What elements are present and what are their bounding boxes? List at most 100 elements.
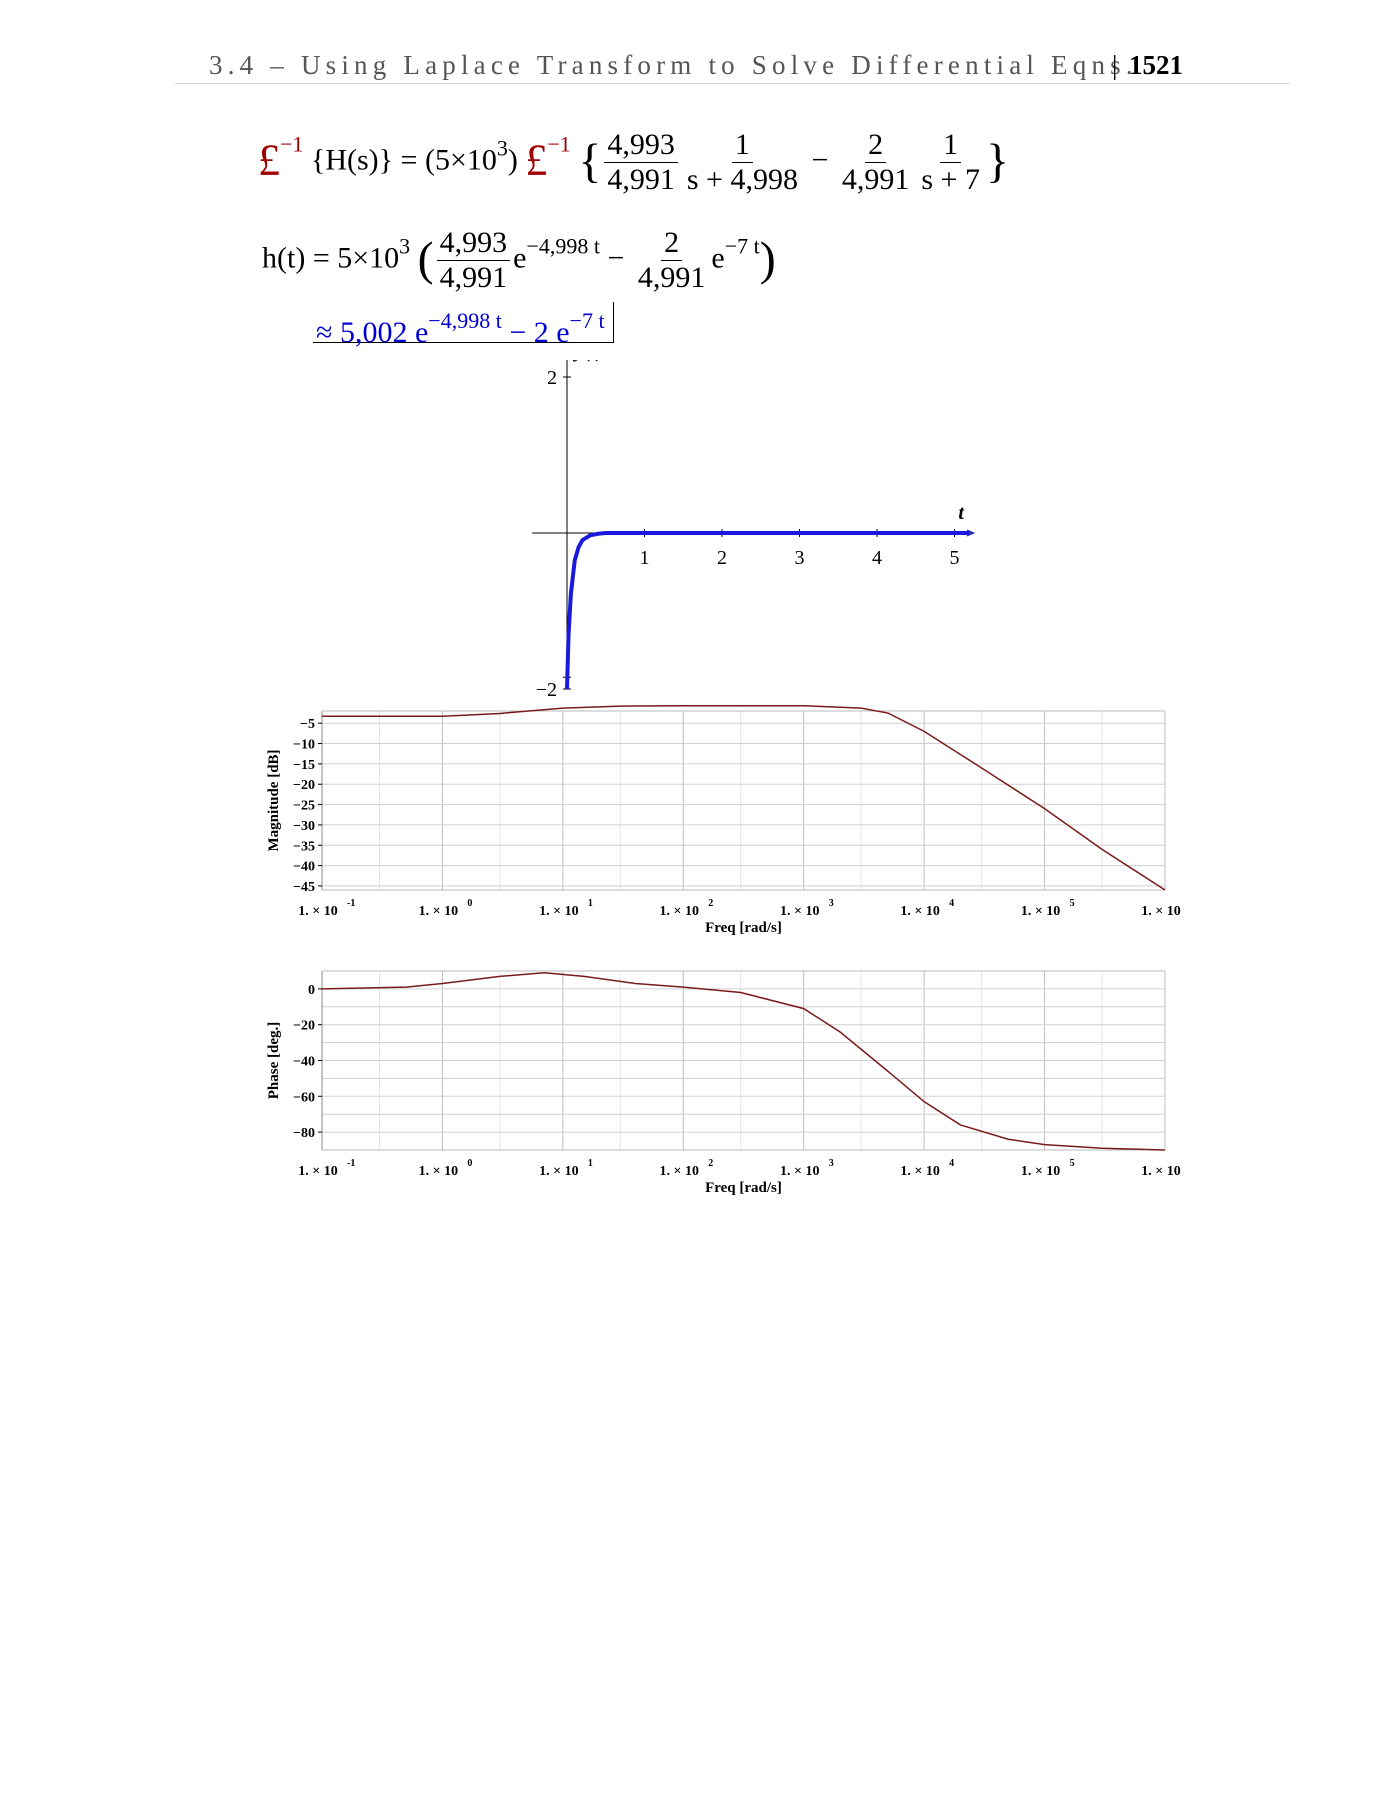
magnitude-y-tick-label: −15 xyxy=(293,758,315,773)
y-axis-label: y(t) xyxy=(572,360,604,362)
magnitude-y-tick-label: −25 xyxy=(293,799,315,814)
magnitude-x-tick-exponent: 1 xyxy=(588,898,593,909)
page-header: 3.4 – Using Laplace Transform to Solve D… xyxy=(175,48,1290,84)
x-tick-label: 4 xyxy=(872,547,882,569)
magnitude-x-tick-label: 1. × 10 xyxy=(900,904,939,919)
magnitude-x-tick-label: 1. × 10 xyxy=(1141,904,1180,919)
phase-y-tick-label: −20 xyxy=(293,1019,315,1034)
inverse-laplace-equation: £−1 {H(s)} = (5×103) £−1 {4,993 4,991 1 s +… xyxy=(258,130,1009,195)
magnitude-curve xyxy=(322,704,1166,891)
close-paren: ) xyxy=(759,232,776,286)
y-tick-label: −2 xyxy=(536,679,557,700)
magnitude-x-tick-exponent: 5 xyxy=(1070,898,1075,909)
laplace-symbol: £ xyxy=(258,135,280,185)
fraction-4993-4991: 4,993 4,991 xyxy=(604,130,678,195)
fraction-2-4991: 2 4,991 xyxy=(637,226,706,294)
phase-x-tick-label: 1. × 10 xyxy=(900,1164,939,1179)
magnitude-x-tick-label: 1. × 10 xyxy=(419,904,458,919)
magnitude-x-tick-label: 1. × 10 xyxy=(1021,904,1060,919)
magnitude-x-tick-exponent: 2 xyxy=(708,898,713,909)
magnitude-x-tick-label: 1. × 10 xyxy=(539,904,578,919)
magnitude-x-tick-exponent: 3 xyxy=(829,898,834,909)
phase-y-tick-label: −40 xyxy=(293,1055,315,1070)
phase-x-tick-exponent: 1 xyxy=(588,1158,593,1169)
x-tick-label: 1 xyxy=(640,547,650,569)
magnitude-x-tick-label: 1. × 10 xyxy=(298,904,337,919)
magnitude-x-tick-exponent: -1 xyxy=(347,898,355,909)
close-brace: } xyxy=(985,134,1010,188)
magnitude-y-tick-label: −5 xyxy=(300,717,315,732)
phase-x-tick-label: 1. × 10 xyxy=(419,1164,458,1179)
magnitude-x-axis-label: Freq [rad/s] xyxy=(705,920,782,936)
phase-x-tick-label: 1. × 10 xyxy=(780,1164,819,1179)
header-rule xyxy=(175,83,1290,84)
fraction-4993-4991: 4,993 4,991 xyxy=(436,228,511,293)
inverse-exponent: −1 xyxy=(280,131,304,157)
h-of-t-equation: h(t) = 5×103 (4,993 4,991 e−4,998 t − 2 4,9… xyxy=(262,228,776,293)
approx-exp2: −7 t xyxy=(569,308,605,333)
y-tick-label: 2 xyxy=(547,367,557,389)
approx-exp1: −4,998 t xyxy=(428,308,502,333)
phase-x-tick-label: 1. × 10 xyxy=(1021,1164,1060,1179)
header-separator: | xyxy=(1112,50,1118,80)
phase-x-tick-label: 1. × 10 xyxy=(298,1164,337,1179)
phase-x-tick-label: 1. × 10 xyxy=(539,1164,578,1179)
phase-x-tick-exponent: 5 xyxy=(1070,1158,1075,1169)
open-brace: { xyxy=(578,134,602,188)
bode-magnitude-chart: −5 −10 −15 −20 −25 −30 −35 −40 −45 1. × 10 -1 1. × … xyxy=(266,704,1181,936)
phase-x-axis-label: Freq [rad/s] xyxy=(705,1180,782,1196)
h-lhs-exponent: 3 xyxy=(399,233,411,259)
constant: (5×10 xyxy=(424,143,497,177)
magnitude-x-tick-label: 1. × 10 xyxy=(660,904,699,919)
approx-result: ≈ 5,002 e−4,998 t − 2 e−7 t xyxy=(316,308,605,350)
phase-y-axis-label: Phase [deg.] xyxy=(266,1022,282,1100)
minus-sign: − xyxy=(811,143,829,177)
phase-x-tick-label: 1. × 10 xyxy=(1141,1164,1180,1179)
fraction-2-4991: 2 4,991 xyxy=(841,128,910,196)
phase-curve xyxy=(321,972,1166,1151)
magnitude-x-tick-exponent: 4 xyxy=(949,898,954,909)
phase-x-tick-exponent: 4 xyxy=(949,1158,954,1169)
exp-e1-exponent: −4,998 t xyxy=(526,233,600,259)
magnitude-x-tick-label: 1. × 10 xyxy=(780,904,819,919)
magnitude-y-tick-label: −20 xyxy=(293,778,315,793)
magnitude-y-axis-label: Magnitude [dB] xyxy=(266,749,282,851)
approx-coefficient: ≈ 5,002 e xyxy=(316,316,429,349)
magnitude-x-tick-exponent: 0 xyxy=(467,898,472,909)
exp-e2-exponent: −7 t xyxy=(724,233,760,259)
h-lhs: h(t) = 5×10 xyxy=(262,241,400,275)
x-tick-label: 3 xyxy=(795,547,805,569)
laplace-symbol-2: £ xyxy=(525,135,548,185)
phase-x-tick-exponent: -1 xyxy=(347,1158,355,1169)
lhs-argument: {H(s)} = xyxy=(310,143,418,177)
magnitude-y-tick-label: −45 xyxy=(293,880,315,895)
phase-x-tick-exponent: 3 xyxy=(829,1158,834,1169)
result-box xyxy=(313,302,614,343)
constant-exponent: 3 xyxy=(496,135,508,161)
x-tick-label: 5 xyxy=(950,547,960,569)
magnitude-y-tick-label: −30 xyxy=(293,819,315,834)
minus-sign: − xyxy=(607,241,625,275)
bode-phase-chart: 0 −20 −40 −60 −80 1. × 10 -1 1. × 10 0 1. × 10 1 1.… xyxy=(266,970,1181,1196)
step-response-chart: 1 2 3 4 5 −2 2 y(t) t xyxy=(532,360,976,700)
page-number: 1521 xyxy=(1129,50,1183,80)
running-title: 3.4 – Using Laplace Transform to Solve D… xyxy=(209,50,1138,80)
magnitude-y-tick-label: −10 xyxy=(293,738,315,753)
phase-y-tick-label: −60 xyxy=(293,1090,315,1105)
x-axis-label: t xyxy=(958,502,965,524)
phase-y-tick-label: −80 xyxy=(293,1126,315,1141)
inverse-exponent-2: −1 xyxy=(547,131,571,157)
constant-close: ) xyxy=(507,143,518,177)
open-paren: ( xyxy=(417,232,434,286)
phase-y-tick-label: 0 xyxy=(308,983,315,998)
phase-x-tick-label: 1. × 10 xyxy=(660,1164,699,1179)
exp-e2: e xyxy=(711,241,725,275)
exp-e1: e xyxy=(513,241,527,275)
response-curve xyxy=(565,531,970,690)
phase-x-tick-exponent: 0 xyxy=(467,1158,472,1169)
x-tick-label: 2 xyxy=(717,547,727,569)
magnitude-y-tick-label: −40 xyxy=(293,860,315,875)
magnitude-y-tick-label: −35 xyxy=(293,839,315,854)
approx-middle: − 2 e xyxy=(501,316,570,349)
